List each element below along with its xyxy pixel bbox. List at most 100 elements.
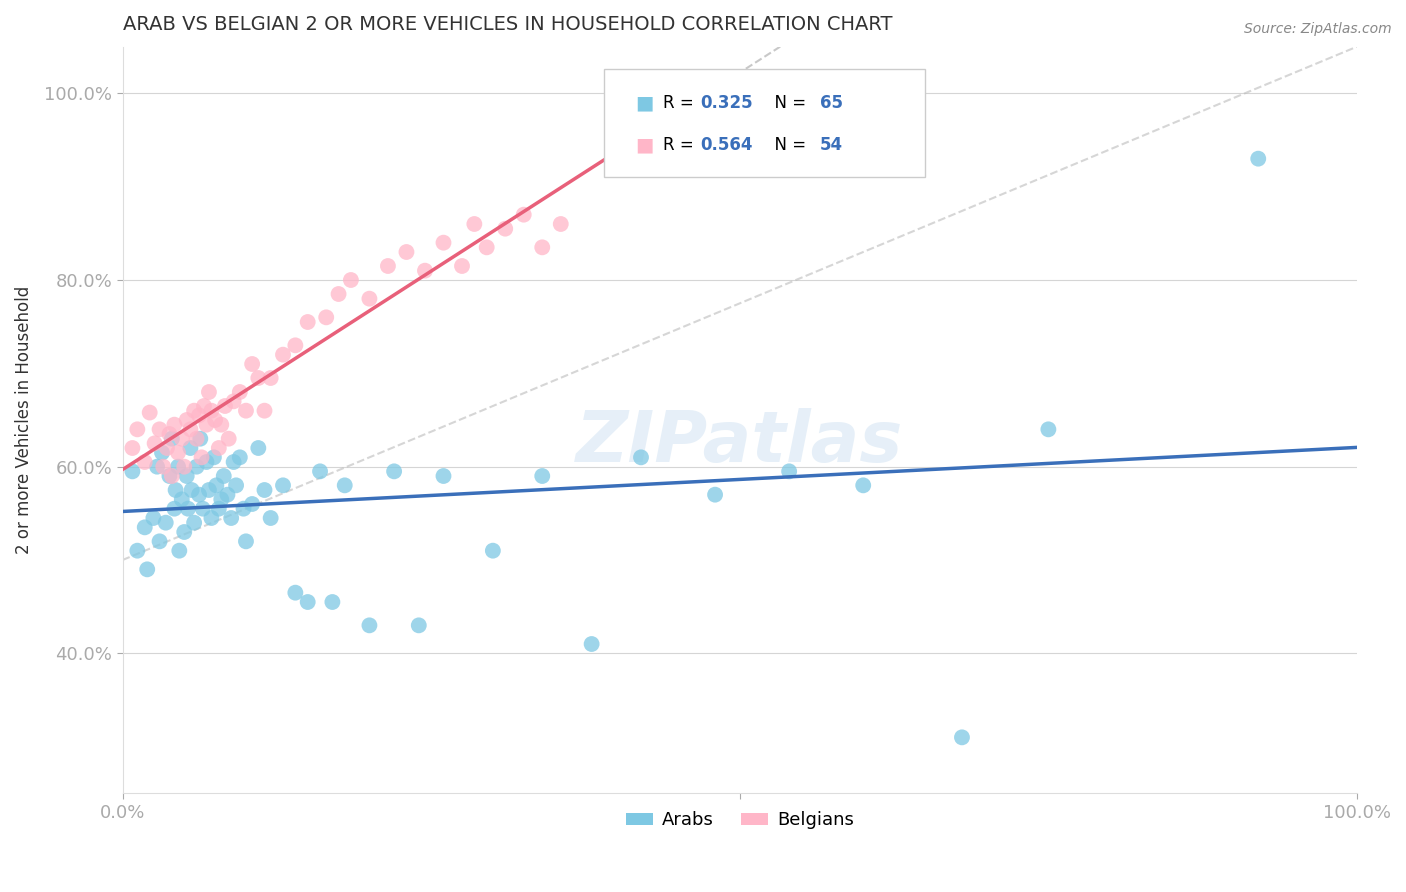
- Point: [432, 235, 454, 250]
- Point: [202, 450, 225, 465]
- Text: N =: N =: [765, 136, 811, 154]
- Text: ARAB VS BELGIAN 2 OR MORE VEHICLES IN HOUSEHOLD CORRELATION CHART: ARAB VS BELGIAN 2 OR MORE VEHICLES IN HO…: [122, 15, 891, 34]
- Point: [284, 585, 307, 599]
- Point: [321, 595, 343, 609]
- Point: [309, 464, 332, 478]
- Point: [240, 497, 263, 511]
- Point: [232, 501, 254, 516]
- Point: [475, 240, 498, 254]
- Point: [160, 432, 183, 446]
- Point: [222, 394, 245, 409]
- Point: [550, 217, 572, 231]
- Point: [333, 478, 356, 492]
- Text: ■: ■: [636, 136, 654, 154]
- Point: [155, 516, 177, 530]
- Point: [581, 637, 603, 651]
- Text: 54: 54: [820, 136, 844, 154]
- Point: [190, 450, 212, 465]
- Point: [204, 413, 226, 427]
- Text: R =: R =: [664, 94, 699, 112]
- Point: [193, 399, 215, 413]
- Point: [134, 455, 156, 469]
- Point: [340, 273, 363, 287]
- Point: [247, 371, 270, 385]
- Point: [297, 315, 319, 329]
- Point: [127, 422, 149, 436]
- Text: 65: 65: [820, 94, 844, 112]
- Point: [179, 422, 201, 436]
- Point: [229, 384, 252, 399]
- Point: [186, 432, 208, 446]
- Point: [152, 459, 174, 474]
- Point: [198, 483, 221, 497]
- Point: [163, 501, 186, 516]
- Point: [531, 240, 554, 254]
- Point: [1038, 422, 1060, 436]
- Point: [778, 464, 800, 478]
- Point: [163, 417, 186, 432]
- Point: [531, 469, 554, 483]
- Point: [451, 259, 474, 273]
- Point: [315, 310, 337, 325]
- Text: N =: N =: [765, 94, 811, 112]
- Point: [183, 403, 205, 417]
- Point: [121, 464, 143, 478]
- Point: [260, 371, 283, 385]
- Point: [494, 221, 516, 235]
- Point: [950, 731, 973, 745]
- Point: [413, 263, 436, 277]
- Point: [159, 427, 181, 442]
- Point: [271, 478, 294, 492]
- Point: [222, 455, 245, 469]
- Point: [395, 245, 418, 260]
- Point: [148, 422, 170, 436]
- Point: [170, 492, 193, 507]
- Point: [229, 450, 252, 465]
- Point: [240, 357, 263, 371]
- Point: [200, 403, 222, 417]
- Legend: Arabs, Belgians: Arabs, Belgians: [619, 805, 860, 837]
- Point: [209, 417, 232, 432]
- Point: [156, 441, 179, 455]
- Point: [179, 441, 201, 455]
- Text: 0.564: 0.564: [700, 136, 752, 154]
- Point: [704, 488, 727, 502]
- Point: [188, 488, 211, 502]
- Point: [225, 478, 247, 492]
- Point: [173, 459, 195, 474]
- Text: ■: ■: [636, 93, 654, 112]
- Point: [359, 618, 381, 632]
- Point: [188, 409, 211, 423]
- Point: [359, 292, 381, 306]
- Point: [205, 478, 228, 492]
- Point: [382, 464, 405, 478]
- Point: [209, 492, 232, 507]
- Point: [852, 478, 875, 492]
- Point: [127, 543, 149, 558]
- Point: [218, 432, 240, 446]
- Point: [284, 338, 307, 352]
- Point: [212, 469, 235, 483]
- Point: [177, 501, 200, 516]
- FancyBboxPatch shape: [605, 69, 925, 178]
- Text: 0.325: 0.325: [700, 94, 752, 112]
- Point: [271, 348, 294, 362]
- Point: [169, 543, 191, 558]
- Point: [170, 432, 193, 446]
- Point: [191, 501, 214, 516]
- Point: [134, 520, 156, 534]
- Point: [253, 483, 276, 497]
- Point: [167, 445, 190, 459]
- Point: [512, 208, 534, 222]
- Point: [463, 217, 485, 231]
- Point: [143, 436, 166, 450]
- Point: [183, 516, 205, 530]
- Point: [377, 259, 399, 273]
- Point: [482, 543, 505, 558]
- Point: [408, 618, 430, 632]
- Y-axis label: 2 or more Vehicles in Household: 2 or more Vehicles in Household: [15, 285, 32, 554]
- Point: [160, 469, 183, 483]
- Point: [167, 459, 190, 474]
- Point: [165, 483, 187, 497]
- Point: [235, 403, 257, 417]
